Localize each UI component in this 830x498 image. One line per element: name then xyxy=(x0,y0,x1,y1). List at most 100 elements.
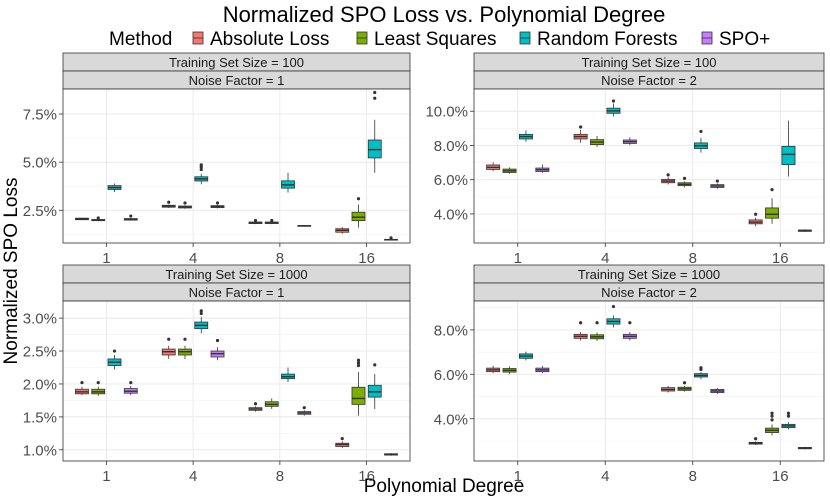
outlier-3-1-2-0 xyxy=(611,304,616,309)
panel-bg-1 xyxy=(474,89,824,243)
outlier-2-3-1-2 xyxy=(356,358,361,362)
outlier-3-2-2-1 xyxy=(699,366,703,370)
strip-bottom-label-0: Noise Factor = 1 xyxy=(189,73,285,88)
y-axis-label: Normalized SPO Loss xyxy=(1,178,22,365)
legend-label-2: Random Forests xyxy=(537,29,677,50)
outlier-2-1-0-0 xyxy=(167,337,171,341)
outlier-3-3-1-1 xyxy=(770,414,774,418)
x-tick-label-3-0: 1 xyxy=(514,468,522,485)
outlier-1-2-0-0 xyxy=(666,173,670,177)
x-tick-label-1-2: 8 xyxy=(689,250,697,267)
panel-border-1 xyxy=(473,88,825,244)
panel-border-2 xyxy=(62,300,411,462)
outlier-0-3-2-0 xyxy=(373,96,377,100)
y-tick-label-2-1: 1.5% xyxy=(23,409,57,426)
outlier-0-2-0-0 xyxy=(253,218,258,223)
x-tick-label-0-2: 8 xyxy=(276,250,284,267)
outlier-2-1-1-0 xyxy=(183,337,187,341)
strip-bottom-label-2: Noise Factor = 1 xyxy=(189,285,285,300)
outlier-0-0-3-0 xyxy=(129,214,133,218)
outlier-2-0-0-0 xyxy=(80,381,84,385)
x-tick-label-2-3: 16 xyxy=(358,468,375,485)
outlier-0-0-1-0 xyxy=(96,216,100,220)
x-axis-label: Polynomial Degree xyxy=(364,476,525,497)
x-tick-label-1-0: 1 xyxy=(514,250,522,267)
x-tick-label-2-0: 1 xyxy=(102,468,110,485)
outlier-3-3-2-0 xyxy=(786,414,791,418)
legend-label-3: SPO+ xyxy=(719,29,770,50)
outlier-1-2-2-0 xyxy=(699,129,703,134)
outlier-2-3-2-0 xyxy=(373,363,377,367)
x-tick-label-1-1: 4 xyxy=(601,250,609,267)
outlier-3-3-1-0 xyxy=(770,418,774,422)
y-tick-label-3-1: 6.0% xyxy=(434,367,468,384)
box-0-3-1 xyxy=(351,211,366,222)
outlier-2-3-0-0 xyxy=(340,437,344,441)
outlier-0-1-0-0 xyxy=(167,200,171,204)
x-tick-label-3-2: 8 xyxy=(689,468,697,485)
panel-border-0 xyxy=(62,88,411,244)
y-tick-label-3-0: 4.0% xyxy=(434,411,468,428)
legend-label-1: Least Squares xyxy=(374,29,497,50)
x-tick-label-0-3: 16 xyxy=(358,250,375,267)
outlier-3-1-1-0 xyxy=(595,321,599,325)
outlier-2-1-3-0 xyxy=(215,338,220,343)
box-1-3-1 xyxy=(765,207,780,219)
strip-bottom-label-3: Noise Factor = 2 xyxy=(601,285,697,300)
strip-top-label-0: Training Set Size = 100 xyxy=(169,55,304,70)
y-tick-label-0-0: 2.5% xyxy=(23,203,57,220)
strip-top-label-1: Training Set Size = 100 xyxy=(581,55,716,70)
y-tick-label-0-2: 7.5% xyxy=(23,107,57,124)
outlier-0-1-2-0 xyxy=(199,167,203,172)
facet-3: Training Set Size = 1000 Noise Factor = 2… xyxy=(434,264,825,485)
x-tick-label-0-0: 1 xyxy=(102,250,110,267)
outlier-1-1-0-0 xyxy=(579,125,583,129)
strip-bottom-label-1: Noise Factor = 2 xyxy=(601,73,697,88)
outlier-1-3-0-0 xyxy=(754,212,758,216)
y-tick-label-1-1: 6.0% xyxy=(434,172,468,189)
box-1-3-2 xyxy=(781,145,796,166)
outlier-0-1-3-0 xyxy=(215,201,220,205)
facet-2: Training Set Size = 1000 Noise Factor = 1… xyxy=(23,264,411,485)
panel-border-3 xyxy=(473,300,825,462)
chart-title: Normalized SPO Loss vs. Polynomial Degre… xyxy=(223,2,666,27)
y-tick-label-0-1: 5.0% xyxy=(23,155,57,172)
x-tick-label-0-1: 4 xyxy=(189,250,197,267)
outlier-3-3-2-1 xyxy=(786,411,791,415)
y-tick-label-1-0: 4.0% xyxy=(434,206,468,223)
strip-top-label-3: Training Set Size = 1000 xyxy=(578,267,720,282)
strip-top-label-2: Training Set Size = 1000 xyxy=(165,267,307,282)
x-tick-label-2-2: 8 xyxy=(276,468,284,485)
outlier-0-1-1-0 xyxy=(183,201,187,205)
y-tick-label-1-2: 8.0% xyxy=(434,138,468,155)
outlier-2-0-1-0 xyxy=(96,381,100,385)
y-tick-label-2-0: 1.0% xyxy=(23,442,57,459)
legend-title: Method xyxy=(109,29,172,50)
outlier-1-3-1-0 xyxy=(770,188,774,192)
outlier-0-3-1-0 xyxy=(356,197,361,201)
facet-1: Training Set Size = 100 Noise Factor = 2 4… xyxy=(425,52,825,267)
facet-0: Training Set Size = 100 Noise Factor = 1 2… xyxy=(23,52,411,267)
outlier-0-1-2-2 xyxy=(199,163,203,167)
outlier-2-0-3-0 xyxy=(129,381,133,385)
box-2-3-1 xyxy=(351,386,366,405)
panel-bg-2 xyxy=(63,301,410,461)
outlier-1-2-1-0 xyxy=(682,176,687,180)
x-tick-label-3-3: 16 xyxy=(772,468,789,485)
outlier-3-3-0-0 xyxy=(754,437,758,441)
legend: Method Absolute Loss Least Squares Random … xyxy=(109,29,770,50)
outlier-0-3-3-0 xyxy=(389,236,393,240)
x-tick-label-2-1: 4 xyxy=(189,468,197,485)
y-tick-label-3-2: 8.0% xyxy=(434,322,468,339)
x-tick-label-3-1: 4 xyxy=(601,468,609,485)
outlier-3-1-0-0 xyxy=(579,321,583,325)
y-tick-label-2-2: 2.0% xyxy=(23,376,57,393)
legend-label-0: Absolute Loss xyxy=(210,29,329,50)
outlier-3-1-3-0 xyxy=(628,321,632,325)
panel-bg-3 xyxy=(474,301,824,461)
outlier-0-3-2-1 xyxy=(373,90,377,95)
outlier-2-0-2-0 xyxy=(112,349,117,353)
y-tick-label-2-4: 3.0% xyxy=(23,311,57,328)
outlier-2-3-1-0 xyxy=(356,363,361,368)
